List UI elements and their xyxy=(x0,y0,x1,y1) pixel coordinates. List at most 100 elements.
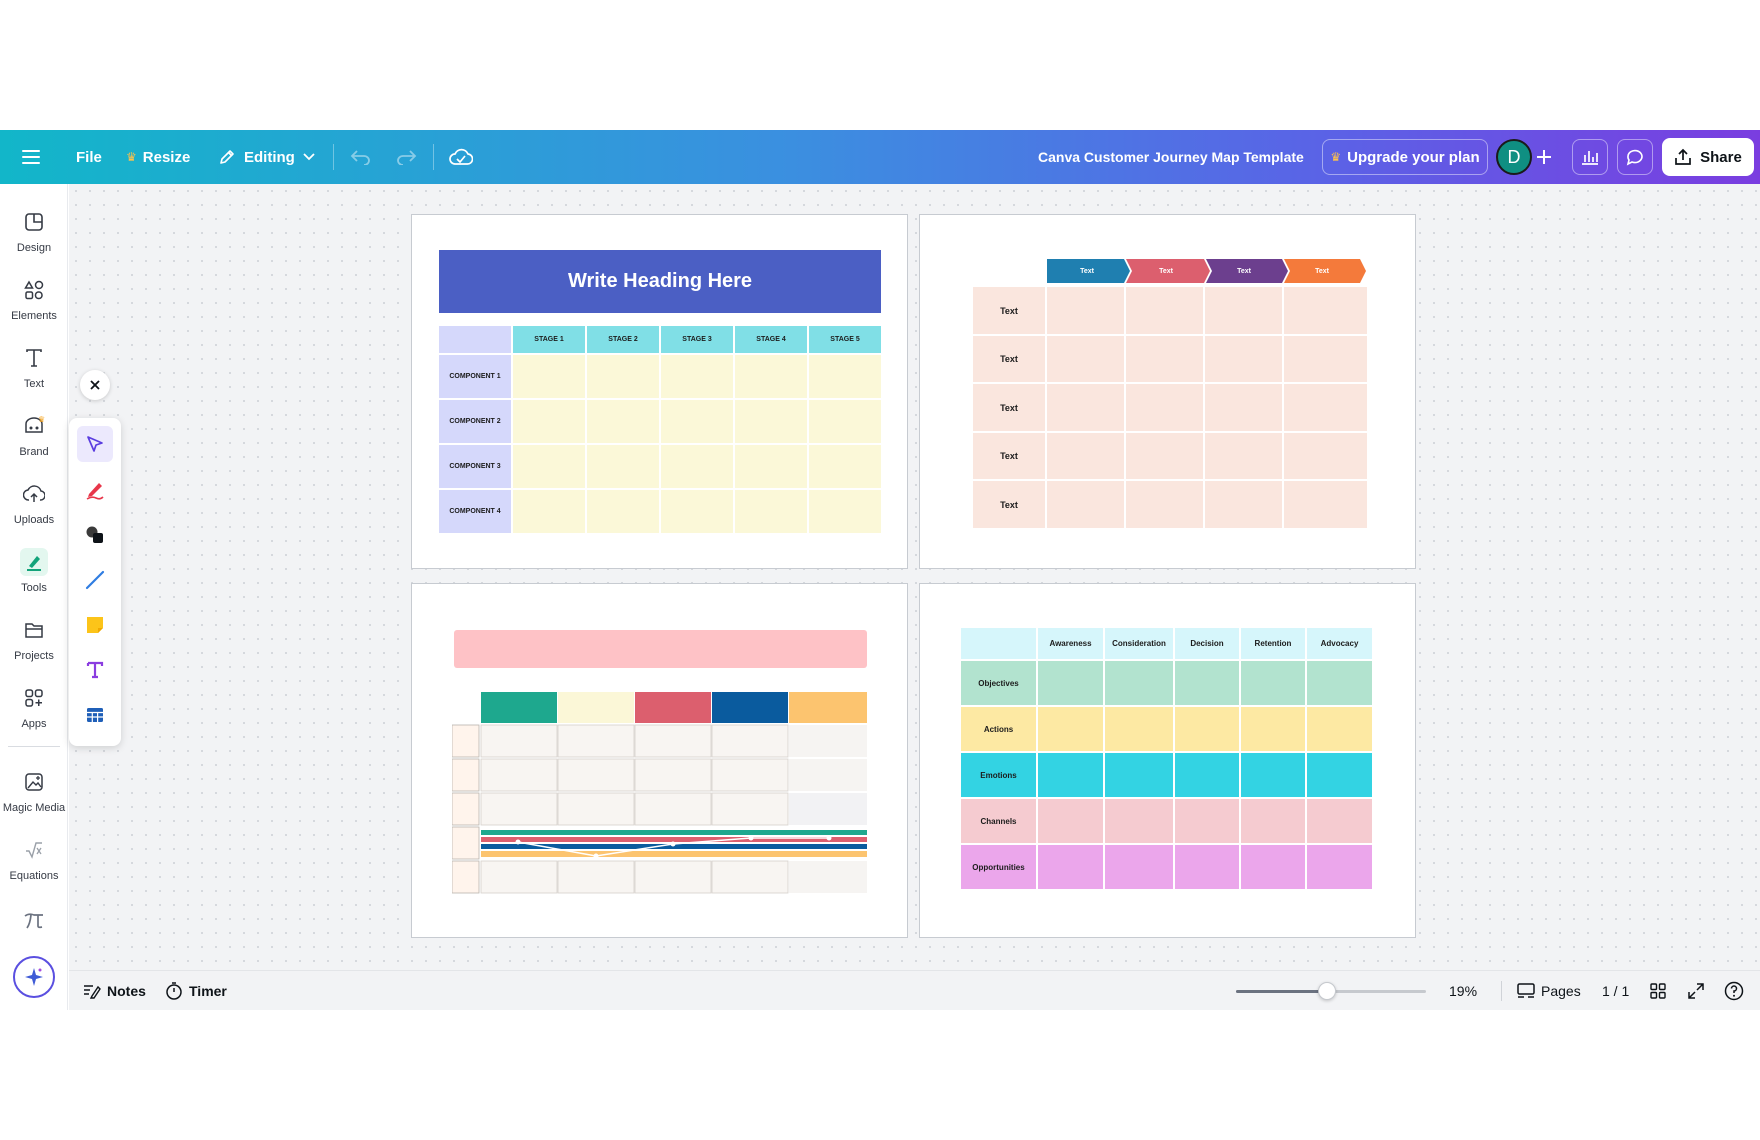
pencil-icon xyxy=(218,148,236,166)
column-header[interactable]: Consideration xyxy=(1105,628,1173,659)
redo-icon[interactable] xyxy=(395,130,417,184)
sidebar-item-label: Projects xyxy=(14,650,54,662)
upgrade-plan-button[interactable]: ♛ Upgrade your plan xyxy=(1322,139,1488,175)
tools-panel xyxy=(69,418,121,746)
help-icon[interactable] xyxy=(1724,971,1744,1011)
share-button[interactable]: Share xyxy=(1662,138,1754,176)
notes-button[interactable]: Notes xyxy=(83,971,146,1011)
draw-tool[interactable] xyxy=(77,472,113,508)
sidebar-item-apps[interactable]: Apps xyxy=(0,680,68,740)
row-label[interactable]: Actions xyxy=(961,707,1036,751)
component-label[interactable]: COMPONENT 2 xyxy=(439,400,511,443)
crown-icon: ♛ xyxy=(126,150,137,164)
arrow-label[interactable]: Text xyxy=(1237,267,1251,275)
stage-header[interactable]: STAGE 2 xyxy=(587,326,659,353)
design-canvas[interactable]: Write Heading Here STAGE 1 STAGE 2 STAGE… xyxy=(69,184,1760,970)
sidebar-item-pi[interactable] xyxy=(0,904,68,934)
page-3[interactable] xyxy=(411,583,908,938)
file-menu-button[interactable]: File xyxy=(76,148,102,166)
menu-icon[interactable] xyxy=(22,130,40,184)
row-label[interactable]: Objectives xyxy=(961,661,1036,705)
sidebar-item-label: Magic Media xyxy=(2,802,66,814)
column-header[interactable]: Decision xyxy=(1175,628,1239,659)
cursor-icon xyxy=(85,434,105,454)
row-label[interactable]: Text xyxy=(973,336,1045,382)
arrow-label[interactable]: Text xyxy=(1159,267,1173,275)
column-header[interactable]: Advocacy xyxy=(1307,628,1372,659)
document-title[interactable]: Canva Customer Journey Map Template xyxy=(1038,149,1304,165)
sidebar-item-text[interactable]: Text xyxy=(0,340,68,400)
tools-icon xyxy=(20,548,48,576)
column-header[interactable]: Awareness xyxy=(1038,628,1103,659)
page-count[interactable]: 1 / 1 xyxy=(1602,983,1630,999)
notes-icon xyxy=(83,983,101,999)
stage-header[interactable]: STAGE 1 xyxy=(513,326,585,353)
sidebar-item-equations[interactable]: Equations xyxy=(0,832,68,892)
sidebar-item-label: Elements xyxy=(11,310,57,322)
pages-button[interactable]: Pages xyxy=(1517,971,1581,1011)
table-tool[interactable] xyxy=(77,697,113,733)
line-tool[interactable] xyxy=(77,562,113,598)
sidebar-item-elements[interactable]: Elements xyxy=(0,272,68,332)
undo-icon[interactable] xyxy=(350,130,372,184)
shapes-tool[interactable] xyxy=(77,517,113,553)
page-1[interactable]: Write Heading Here STAGE 1 STAGE 2 STAGE… xyxy=(411,214,908,569)
component-label[interactable]: COMPONENT 1 xyxy=(439,355,511,398)
close-tools-button[interactable] xyxy=(80,370,110,400)
stage-header[interactable]: STAGE 4 xyxy=(735,326,807,353)
cloud-saved-icon[interactable] xyxy=(449,130,473,184)
component-label[interactable]: COMPONENT 3 xyxy=(439,445,511,488)
upgrade-label: Upgrade your plan xyxy=(1347,148,1480,166)
pi-icon xyxy=(20,908,48,934)
arrow-label[interactable]: Text xyxy=(1315,267,1329,275)
stage-arrows[interactable] xyxy=(1047,259,1367,283)
row-label[interactable]: Emotions xyxy=(961,753,1036,797)
row-label[interactable]: Text xyxy=(973,287,1045,334)
text-tool[interactable] xyxy=(77,652,113,688)
row-label[interactable]: Text xyxy=(973,481,1045,528)
svg-text:♛: ♛ xyxy=(38,415,45,424)
fullscreen-icon[interactable] xyxy=(1688,971,1704,1011)
sticky-note-tool[interactable] xyxy=(77,607,113,643)
notes-label: Notes xyxy=(107,983,146,999)
zoom-level[interactable]: 19% xyxy=(1449,983,1478,999)
insights-icon[interactable] xyxy=(1572,139,1608,175)
avatar[interactable]: D xyxy=(1496,139,1532,175)
timer-button[interactable]: Timer xyxy=(165,971,227,1011)
row-label[interactable]: Channels xyxy=(961,799,1036,843)
comment-icon[interactable] xyxy=(1617,139,1653,175)
select-tool[interactable] xyxy=(77,426,113,462)
grid-view-icon[interactable] xyxy=(1650,971,1666,1011)
row-label[interactable]: Text xyxy=(973,384,1045,431)
component-label[interactable]: COMPONENT 4 xyxy=(439,490,511,533)
pages-icon xyxy=(1517,983,1535,999)
sidebar-item-brand[interactable]: ♛ Brand xyxy=(0,408,68,468)
sidebar-item-magic-media[interactable]: Magic Media xyxy=(0,764,68,824)
page-4[interactable]: Awareness Consideration Decision Retenti… xyxy=(919,583,1416,938)
sidebar-item-uploads[interactable]: Uploads xyxy=(0,476,68,536)
add-collaborator-icon[interactable] xyxy=(1536,130,1552,184)
sticky-note-icon xyxy=(84,614,106,636)
column-header[interactable]: Retention xyxy=(1241,628,1305,659)
sidebar-item-label: Uploads xyxy=(13,514,55,526)
resize-button[interactable]: ♛ Resize xyxy=(126,130,190,184)
sidebar-item-tools[interactable]: Tools xyxy=(0,544,68,604)
sidebar-item-design[interactable]: Design xyxy=(0,204,68,264)
stage-header[interactable]: STAGE 3 xyxy=(661,326,733,353)
row-label[interactable]: Text xyxy=(973,433,1045,479)
arrow-label[interactable]: Text xyxy=(1080,267,1094,275)
editing-mode-button[interactable]: Editing xyxy=(218,130,315,184)
title-banner[interactable] xyxy=(454,630,867,668)
journey-grid[interactable] xyxy=(1047,287,1367,528)
heading-banner[interactable]: Write Heading Here xyxy=(439,250,881,313)
sidebar-item-projects[interactable]: Projects xyxy=(0,612,68,672)
emotion-chart-table[interactable] xyxy=(452,692,870,894)
page-2[interactable]: Text Text Text Text Text Text Text Text … xyxy=(919,214,1416,569)
stage-grid[interactable] xyxy=(513,355,881,533)
shapes-icon xyxy=(84,524,106,546)
zoom-slider-handle[interactable] xyxy=(1318,982,1337,1000)
stage-header[interactable]: STAGE 5 xyxy=(809,326,881,353)
journey-matrix[interactable] xyxy=(1038,661,1372,889)
magic-assistant-button[interactable] xyxy=(13,956,55,998)
row-label[interactable]: Opportunities xyxy=(961,845,1036,889)
